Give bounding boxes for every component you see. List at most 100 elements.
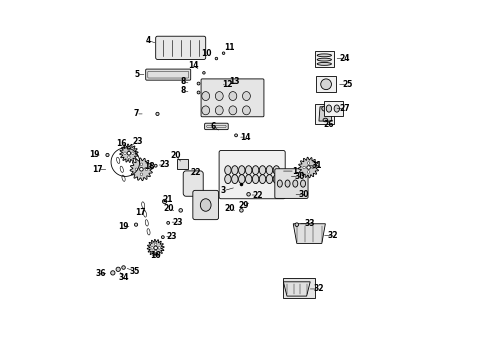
FancyBboxPatch shape (201, 79, 264, 117)
Ellipse shape (300, 180, 306, 187)
Text: 23: 23 (167, 232, 177, 241)
Bar (177, 159, 188, 169)
Ellipse shape (219, 82, 221, 85)
Ellipse shape (334, 105, 340, 112)
Text: 14: 14 (241, 132, 251, 141)
Text: 33: 33 (304, 219, 315, 228)
Bar (323, 102, 343, 116)
Ellipse shape (154, 246, 157, 249)
Ellipse shape (245, 166, 252, 175)
Ellipse shape (245, 175, 252, 184)
Text: 18: 18 (144, 162, 154, 171)
Ellipse shape (132, 152, 134, 154)
Ellipse shape (202, 91, 210, 100)
Text: 20: 20 (170, 151, 181, 160)
Text: 35: 35 (129, 267, 140, 276)
Text: 32: 32 (314, 284, 324, 293)
Ellipse shape (322, 106, 329, 111)
Text: 8: 8 (181, 77, 186, 86)
Ellipse shape (266, 166, 272, 175)
Ellipse shape (226, 81, 228, 83)
Ellipse shape (323, 118, 328, 122)
Ellipse shape (222, 52, 225, 54)
Polygon shape (147, 239, 164, 256)
Text: 23: 23 (172, 218, 182, 227)
Ellipse shape (140, 167, 143, 171)
Ellipse shape (295, 223, 298, 226)
Ellipse shape (140, 163, 143, 166)
Ellipse shape (273, 166, 280, 175)
Ellipse shape (317, 63, 331, 65)
Text: 14: 14 (188, 61, 198, 70)
Ellipse shape (229, 106, 237, 115)
Ellipse shape (179, 208, 182, 212)
Ellipse shape (243, 91, 250, 100)
Bar (315, 51, 334, 67)
Ellipse shape (259, 166, 266, 175)
Ellipse shape (235, 134, 238, 137)
Text: 27: 27 (340, 104, 350, 113)
Ellipse shape (285, 180, 290, 187)
Bar (283, 278, 315, 298)
Ellipse shape (240, 208, 243, 212)
Ellipse shape (277, 180, 282, 187)
Ellipse shape (151, 247, 153, 249)
Text: 20: 20 (163, 204, 174, 213)
Ellipse shape (307, 162, 310, 164)
Ellipse shape (293, 180, 298, 187)
Ellipse shape (312, 166, 314, 169)
Ellipse shape (167, 221, 170, 224)
Ellipse shape (225, 166, 231, 175)
Polygon shape (293, 224, 325, 243)
Ellipse shape (123, 152, 126, 154)
Text: 17: 17 (93, 165, 103, 174)
Text: 36: 36 (96, 269, 106, 278)
FancyBboxPatch shape (146, 69, 191, 80)
Ellipse shape (243, 106, 250, 115)
Ellipse shape (303, 166, 305, 169)
Text: 31: 31 (312, 161, 322, 170)
Text: 19: 19 (89, 150, 99, 159)
Polygon shape (120, 144, 138, 162)
Ellipse shape (225, 175, 231, 184)
FancyBboxPatch shape (183, 171, 203, 196)
FancyBboxPatch shape (193, 190, 219, 220)
Ellipse shape (273, 175, 280, 184)
Ellipse shape (163, 199, 167, 203)
Ellipse shape (200, 199, 211, 211)
Text: 26: 26 (323, 120, 334, 129)
Ellipse shape (229, 91, 237, 100)
Ellipse shape (128, 156, 130, 158)
FancyBboxPatch shape (205, 123, 228, 130)
Text: 23: 23 (133, 137, 143, 146)
Text: 23: 23 (159, 161, 170, 170)
Text: 20: 20 (225, 204, 235, 213)
Text: 16: 16 (116, 139, 126, 148)
Bar (317, 76, 336, 93)
Text: 11: 11 (224, 42, 235, 51)
Ellipse shape (154, 164, 157, 167)
Ellipse shape (266, 175, 272, 184)
Polygon shape (298, 157, 319, 178)
Ellipse shape (326, 105, 332, 112)
Text: 22: 22 (191, 168, 201, 177)
FancyBboxPatch shape (219, 150, 285, 199)
Ellipse shape (317, 58, 331, 61)
Ellipse shape (145, 168, 147, 171)
Ellipse shape (134, 223, 138, 226)
Text: 34: 34 (118, 273, 129, 282)
Ellipse shape (215, 57, 218, 60)
FancyBboxPatch shape (275, 169, 308, 198)
Ellipse shape (116, 267, 121, 271)
Text: 8: 8 (181, 86, 186, 95)
Ellipse shape (154, 243, 157, 246)
Ellipse shape (154, 250, 157, 253)
Text: 21: 21 (162, 195, 172, 204)
Ellipse shape (111, 271, 115, 275)
Ellipse shape (202, 106, 210, 115)
Ellipse shape (161, 236, 164, 239)
Ellipse shape (247, 193, 250, 196)
Polygon shape (319, 107, 332, 121)
FancyBboxPatch shape (156, 36, 206, 59)
Text: 16: 16 (150, 251, 161, 260)
